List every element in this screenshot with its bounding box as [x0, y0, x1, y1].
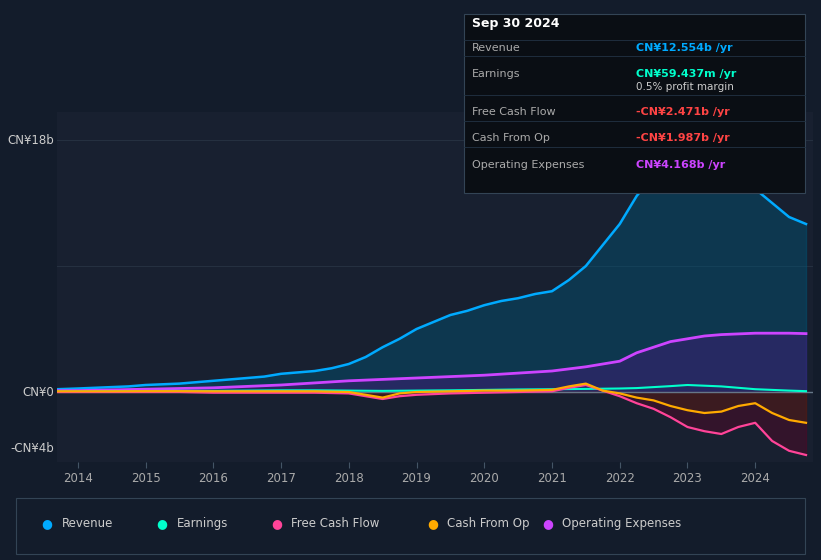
- Text: ●: ●: [156, 517, 167, 530]
- Text: Revenue: Revenue: [472, 43, 521, 53]
- Text: Operating Expenses: Operating Expenses: [562, 517, 681, 530]
- Text: CN¥59.437m /yr: CN¥59.437m /yr: [636, 69, 736, 79]
- Text: Sep 30 2024: Sep 30 2024: [472, 17, 560, 30]
- Text: Operating Expenses: Operating Expenses: [472, 160, 585, 170]
- Text: Free Cash Flow: Free Cash Flow: [472, 108, 556, 118]
- Text: -CN¥2.471b /yr: -CN¥2.471b /yr: [636, 108, 730, 118]
- Text: ●: ●: [271, 517, 282, 530]
- Text: Revenue: Revenue: [62, 517, 113, 530]
- Text: Cash From Op: Cash From Op: [472, 133, 550, 143]
- Text: Earnings: Earnings: [177, 517, 228, 530]
- Text: ●: ●: [427, 517, 438, 530]
- Text: ●: ●: [542, 517, 553, 530]
- Text: CN¥18b: CN¥18b: [7, 133, 53, 147]
- Text: CN¥0: CN¥0: [22, 385, 53, 399]
- Text: CN¥12.554b /yr: CN¥12.554b /yr: [636, 43, 733, 53]
- Text: Cash From Op: Cash From Op: [447, 517, 530, 530]
- Text: ●: ●: [41, 517, 52, 530]
- Text: Free Cash Flow: Free Cash Flow: [291, 517, 380, 530]
- Text: -CN¥4b: -CN¥4b: [10, 441, 53, 455]
- Text: 0.5% profit margin: 0.5% profit margin: [636, 82, 734, 92]
- Text: -CN¥1.987b /yr: -CN¥1.987b /yr: [636, 133, 730, 143]
- Text: CN¥4.168b /yr: CN¥4.168b /yr: [636, 160, 726, 170]
- Text: Earnings: Earnings: [472, 69, 521, 79]
